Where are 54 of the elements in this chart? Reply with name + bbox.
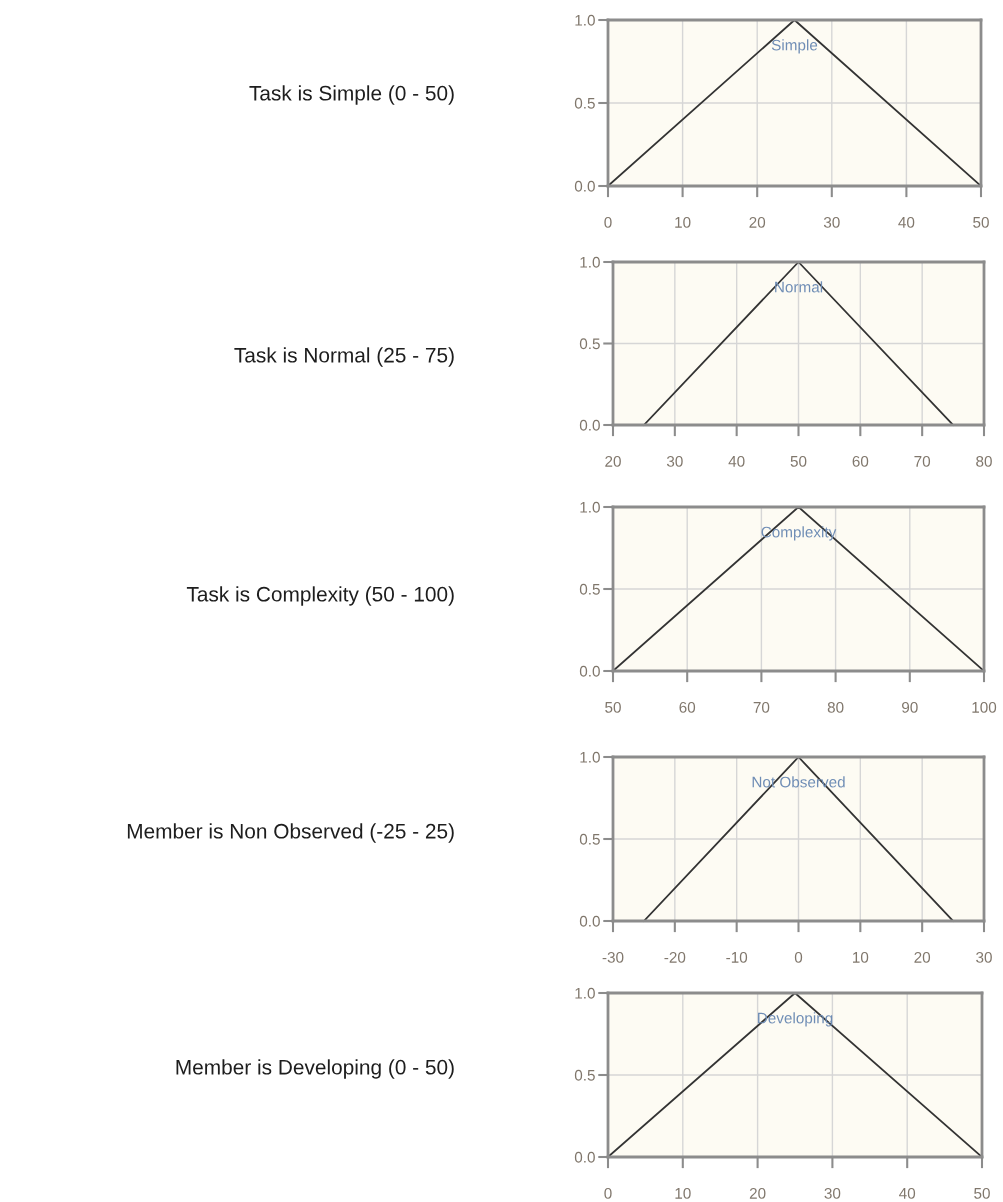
x-tick-label: 10 [853, 951, 869, 963]
x-tick-label: 20 [749, 1187, 766, 1199]
x-tick-label: 20 [749, 216, 766, 228]
series-label: Simple [771, 39, 818, 54]
x-tick-label: 20 [914, 951, 931, 963]
y-axis-title: Member is Non Observed (-25 - 25) [127, 823, 454, 843]
x-tick-label: 50 [973, 216, 989, 228]
x-tick-label: 90 [902, 701, 918, 713]
y-axis-title: Task is Normal (25 - 75) [234, 347, 454, 367]
x-tick-label: 10 [675, 216, 691, 228]
x-tick-label: 100 [972, 701, 997, 713]
x-tick-label: 50 [605, 701, 621, 713]
x-tick-label: -30 [602, 951, 624, 963]
y-tick-label: 0.0 [579, 665, 600, 677]
x-tick-label: 40 [899, 1187, 916, 1199]
y-tick-label: 1.0 [575, 14, 595, 26]
x-tick-label: 60 [679, 701, 696, 713]
x-tick-label: -10 [726, 951, 748, 963]
y-tick-label: 1.0 [580, 751, 600, 763]
x-tick-label: 50 [974, 1187, 990, 1199]
x-tick-label: 80 [827, 701, 844, 713]
y-axis-title: Task is Simple (0 - 50) [249, 85, 454, 105]
x-tick-label: 40 [898, 216, 915, 228]
y-tick-label: 1.0 [580, 256, 600, 268]
y-tick-label: 1.0 [575, 987, 595, 999]
x-tick-label: 60 [852, 455, 869, 467]
y-tick-label: 0.5 [579, 833, 600, 845]
y-tick-label: 0.5 [574, 97, 595, 109]
x-tick-label: 0 [604, 216, 612, 228]
y-tick-label: 0.0 [574, 180, 595, 192]
y-tick-label: 0.0 [579, 915, 600, 927]
y-axis-title: Member is Developing (0 - 50) [176, 1059, 454, 1079]
x-tick-label: 0 [794, 951, 803, 963]
x-tick-label: 50 [790, 455, 807, 467]
y-tick-label: 0.5 [574, 1069, 595, 1081]
x-tick-label: 40 [728, 455, 745, 467]
x-tick-label: 70 [753, 701, 770, 713]
x-tick-label: 30 [976, 951, 992, 963]
x-tick-label: 0 [604, 1187, 612, 1199]
x-tick-label: 10 [675, 1187, 691, 1199]
y-axis-title: Task is Complexity (50 - 100) [186, 586, 454, 606]
y-tick-label: 1.0 [580, 501, 600, 513]
series-label: Normal [775, 281, 823, 293]
x-tick-label: -20 [664, 951, 686, 963]
x-tick-label: 30 [823, 216, 840, 228]
x-tick-label: 80 [976, 455, 992, 467]
x-tick-label: 30 [666, 455, 683, 467]
x-tick-label: 30 [824, 1187, 841, 1199]
y-tick-label: 0.0 [579, 419, 600, 431]
y-tick-label: 0.0 [574, 1151, 595, 1163]
x-tick-label: 20 [605, 455, 621, 467]
x-tick-label: 70 [914, 455, 931, 467]
y-tick-label: 0.5 [579, 338, 600, 350]
y-tick-label: 0.5 [579, 583, 600, 595]
